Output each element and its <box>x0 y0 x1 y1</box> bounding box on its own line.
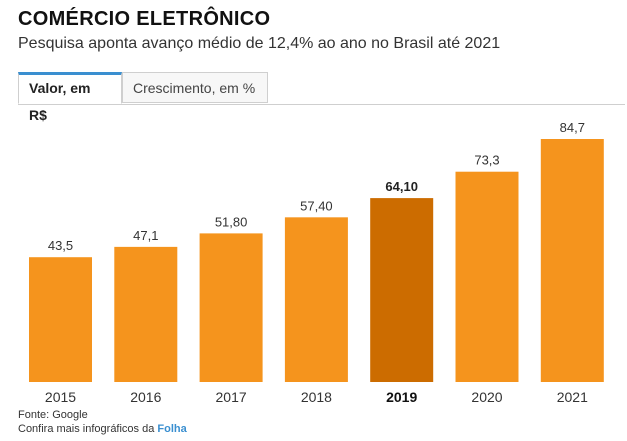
tab-crescimento[interactable]: Crescimento, em % <box>122 72 268 103</box>
tab-valor[interactable]: Valor, em R$ <box>18 72 122 123</box>
data-label-2019: 64,10 <box>385 179 418 194</box>
folha-link[interactable]: Folha <box>157 423 187 435</box>
data-label-2021: 84,7 <box>560 120 585 135</box>
more-infographics: Confira mais infográficos da Folha <box>18 423 187 435</box>
bar-2018 <box>284 217 348 382</box>
bar-2016 <box>114 246 178 382</box>
bar-2021 <box>540 139 604 382</box>
more-prefix: Confira mais infográficos da <box>18 423 158 435</box>
chart-title: COMÉRCIO ELETRÔNICO <box>18 8 271 30</box>
source-note: Fonte: Google <box>18 409 88 421</box>
data-label-2015: 43,5 <box>48 238 73 253</box>
x-tick-2015: 2015 <box>45 389 76 405</box>
bar-chart: 43,5 2015 47,1 2016 51,80 2017 57,40 2018 64,10 2… <box>29 120 604 405</box>
data-label-2017: 51,80 <box>215 214 248 229</box>
x-tick-2021: 2021 <box>557 389 588 405</box>
x-tick-2017: 2017 <box>216 389 247 405</box>
x-tick-2018: 2018 <box>301 389 332 405</box>
x-tick-2019: 2019 <box>386 389 417 405</box>
bar-2019 <box>370 198 434 382</box>
chart-subtitle: Pesquisa aponta avanço médio de 12,4% ao… <box>18 35 501 52</box>
data-label-2020: 73,3 <box>474 153 499 168</box>
tab-bar: Valor, em R$ Crescimento, em % <box>18 72 625 123</box>
data-label-2016: 47,1 <box>133 228 158 243</box>
bar-2020 <box>455 171 519 382</box>
bar-2017 <box>199 233 263 382</box>
bar-2015 <box>29 257 92 382</box>
x-tick-2020: 2020 <box>471 389 502 405</box>
data-label-2018: 57,40 <box>300 198 333 213</box>
x-tick-2016: 2016 <box>130 389 161 405</box>
